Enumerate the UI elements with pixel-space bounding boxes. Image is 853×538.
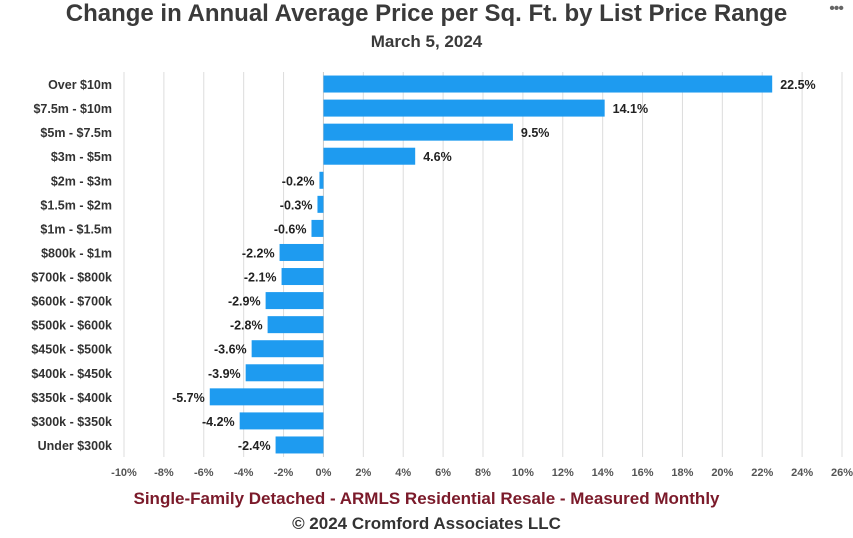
data-label: -4.2%	[202, 415, 235, 429]
bar	[209, 388, 324, 406]
bar	[317, 195, 324, 213]
x-tick-label: 24%	[791, 467, 813, 479]
data-label: -3.6%	[214, 343, 247, 357]
bar	[319, 171, 324, 189]
data-label: -2.9%	[228, 295, 261, 309]
y-tick-label: $600k - $700k	[31, 295, 112, 309]
x-tick-label: 6%	[435, 467, 451, 479]
y-tick-label: $3m - $5m	[51, 150, 112, 164]
x-tick-label: 18%	[671, 467, 693, 479]
x-tick-label: 4%	[395, 467, 411, 479]
y-tick-label: $400k - $450k	[31, 367, 112, 381]
x-tick-label: 0%	[315, 467, 331, 479]
bar	[311, 219, 324, 237]
data-label: -5.7%	[172, 391, 205, 405]
x-tick-label: 14%	[592, 467, 614, 479]
bar	[275, 436, 324, 454]
bar	[239, 412, 324, 430]
y-tick-label: $2m - $3m	[51, 174, 112, 188]
bar	[323, 99, 605, 117]
data-label: -3.9%	[208, 367, 241, 381]
y-tick-label: $5m - $7.5m	[40, 126, 112, 140]
x-tick-label: -10%	[111, 467, 137, 479]
x-tick-label: 2%	[355, 467, 371, 479]
x-tick-label: -2%	[274, 467, 294, 479]
x-tick-label: 26%	[831, 467, 853, 479]
bar	[323, 147, 416, 165]
data-label: -0.2%	[282, 174, 315, 188]
chart-title: Change in Annual Average Price per Sq. F…	[65, 0, 788, 27]
y-tick-label: $1m - $1.5m	[40, 222, 112, 236]
y-tick-label: $1.5m - $2m	[40, 198, 112, 212]
chart-menu-icon[interactable]: •••	[829, 0, 844, 17]
footer-source: Single-Family Detached - ARMLS Residenti…	[133, 489, 720, 508]
bar	[281, 268, 324, 286]
data-label: 14.1%	[613, 102, 648, 116]
bar	[251, 340, 324, 358]
y-tick-label: $350k - $400k	[31, 391, 112, 405]
bar	[265, 292, 324, 310]
bar	[267, 316, 324, 334]
data-label: 9.5%	[521, 126, 550, 140]
x-tick-label: 22%	[751, 467, 773, 479]
data-label: -2.2%	[242, 246, 275, 260]
y-tick-label: Under $300k	[38, 439, 112, 453]
y-tick-label: Over $10m	[48, 78, 112, 92]
y-tick-label: $7.5m - $10m	[33, 102, 112, 116]
data-label: 22.5%	[780, 78, 815, 92]
data-label: -0.6%	[274, 222, 307, 236]
y-tick-label: $450k - $500k	[31, 343, 112, 357]
x-tick-label: 20%	[711, 467, 733, 479]
x-tick-label: -6%	[194, 467, 214, 479]
y-tick-label: $800k - $1m	[41, 246, 112, 260]
bar	[323, 123, 513, 141]
y-tick-label: $300k - $350k	[31, 415, 112, 429]
data-label: 4.6%	[423, 150, 452, 164]
bar	[245, 364, 324, 382]
x-tick-label: 8%	[475, 467, 491, 479]
x-tick-label: 16%	[632, 467, 654, 479]
data-label: -2.4%	[238, 439, 271, 453]
bar	[279, 243, 324, 261]
x-tick-label: -8%	[154, 467, 174, 479]
data-label: -2.1%	[244, 271, 277, 285]
y-tick-label: $500k - $600k	[31, 319, 112, 333]
bar	[323, 75, 773, 93]
footer-copyright: © 2024 Cromford Associates LLC	[292, 514, 561, 533]
chart-subtitle: March 5, 2024	[370, 32, 483, 51]
y-tick-label: $700k - $800k	[31, 271, 112, 285]
x-tick-label: -4%	[234, 467, 254, 479]
data-label: -2.8%	[230, 319, 263, 333]
x-tick-label: 12%	[552, 467, 574, 479]
x-tick-label: 10%	[512, 467, 534, 479]
data-label: -0.3%	[280, 198, 313, 212]
